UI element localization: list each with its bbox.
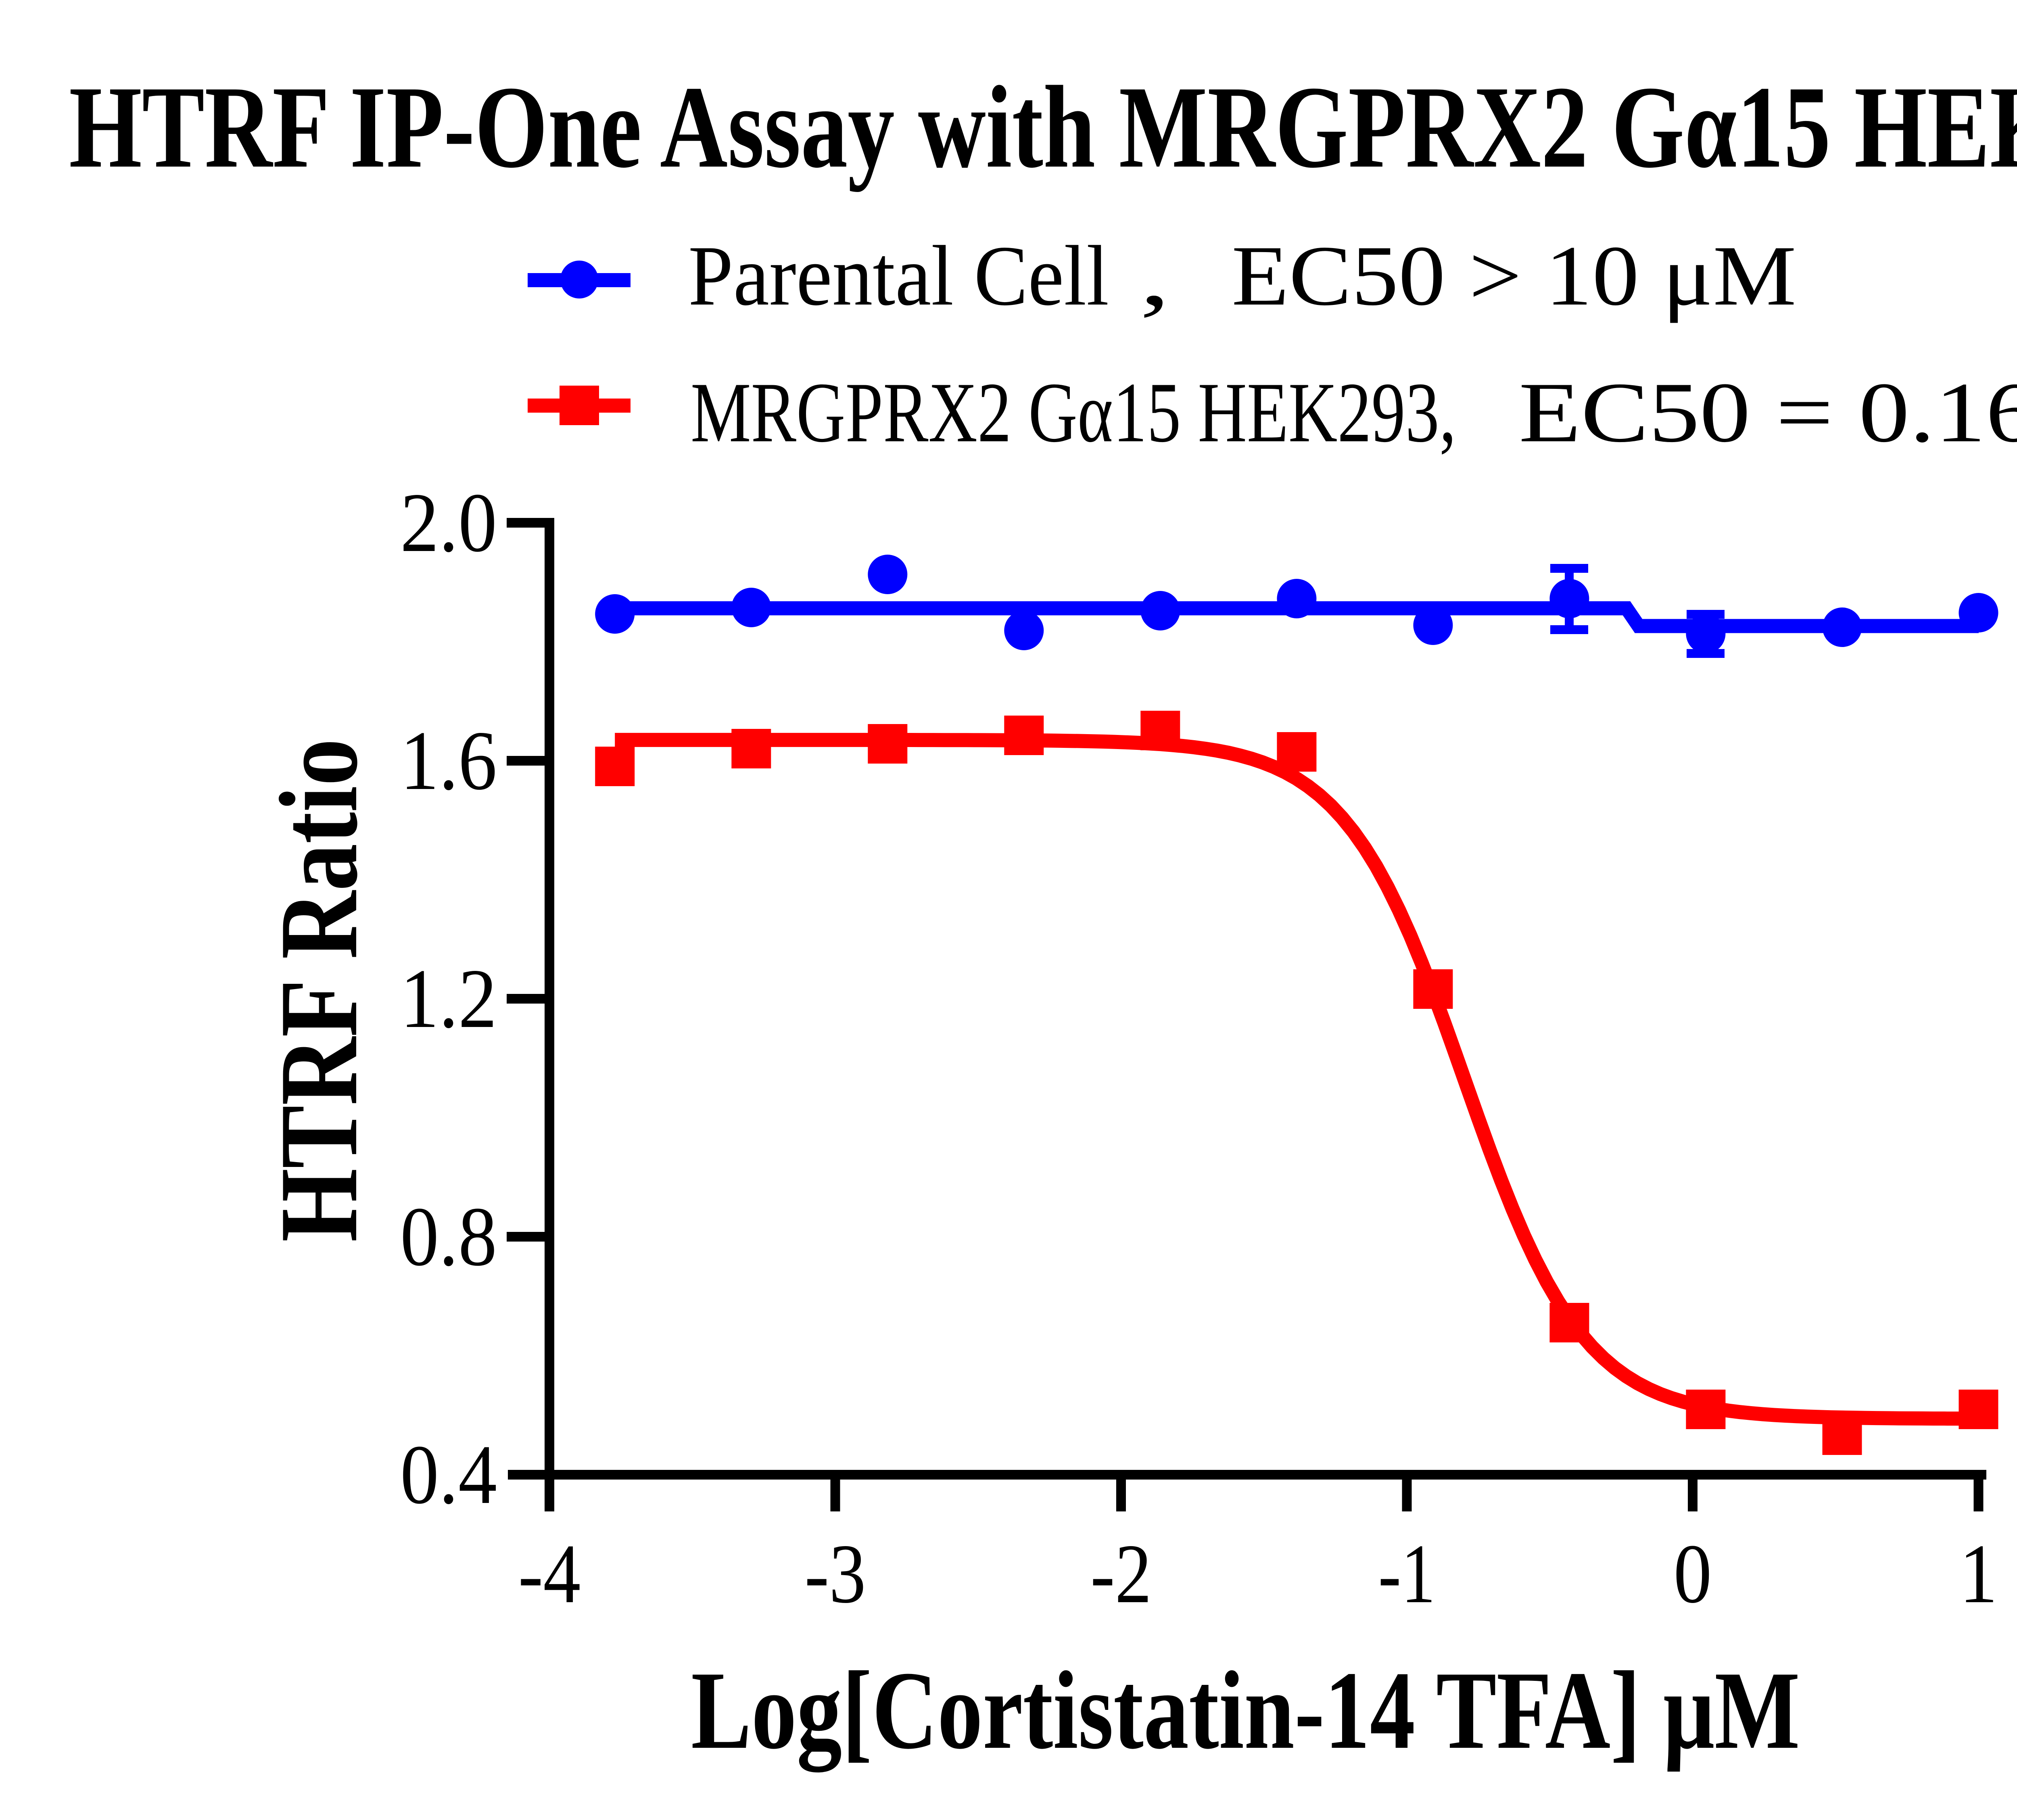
- svg-text:MRGPRX2 Gα15 HEK293, EC50 = 0.: MRGPRX2 Gα15 HEK293, EC50 = 0.16 μM: [691, 365, 2017, 460]
- svg-text:HTRF Ratio: HTRF Ratio: [257, 739, 380, 1242]
- svg-text:Log[Cortistatin-14 TFA] μM: Log[Cortistatin-14 TFA] μM: [691, 1648, 1800, 1774]
- svg-text:2.0: 2.0: [400, 476, 497, 570]
- svg-text:0: 0: [1674, 1527, 1712, 1621]
- svg-text:Parental Cell , EC50 > 10 μM: Parental Cell , EC50 > 10 μM: [688, 228, 1796, 324]
- svg-text:-1: -1: [1378, 1527, 1436, 1621]
- svg-text:1.6: 1.6: [400, 714, 497, 808]
- svg-text:HTRF IP-One Assay with MRGPRX2: HTRF IP-One Assay with MRGPRX2 Gα15 HEK2…: [69, 62, 2017, 192]
- svg-text:0.4: 0.4: [400, 1428, 497, 1522]
- svg-text:-3: -3: [805, 1527, 866, 1621]
- svg-text:1.2: 1.2: [400, 952, 497, 1046]
- svg-text:-4: -4: [518, 1527, 581, 1621]
- svg-text:1: 1: [1959, 1527, 1998, 1621]
- svg-text:-2: -2: [1090, 1527, 1152, 1621]
- svg-text:0.8: 0.8: [400, 1190, 497, 1284]
